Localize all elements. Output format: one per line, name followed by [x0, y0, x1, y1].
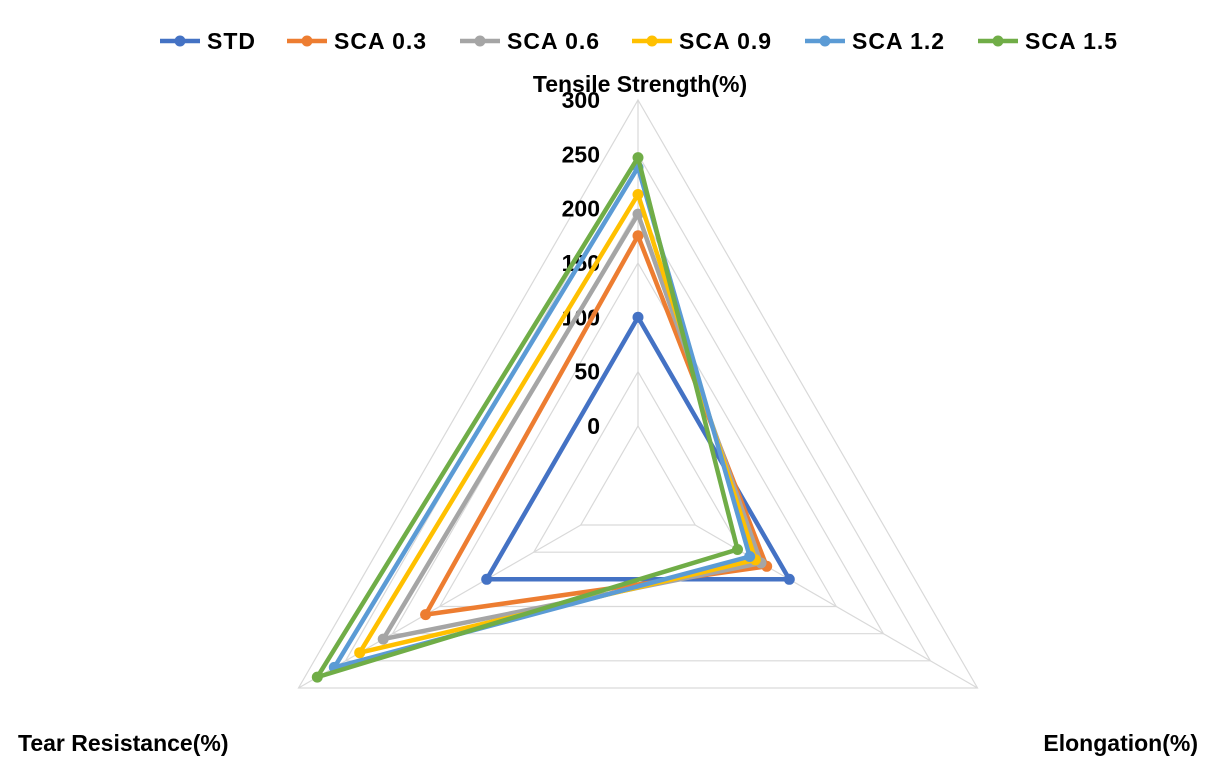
- data-point: [311, 671, 323, 683]
- grid-ring-0: [579, 424, 697, 526]
- data-point: [732, 544, 743, 555]
- legend-item-sca-0-9: SCA 0.9: [632, 28, 772, 54]
- data-point: [377, 633, 389, 645]
- tick-label: 200: [562, 196, 600, 222]
- legend-item-sca-1-2: SCA 1.2: [805, 28, 945, 54]
- legend-label: SCA 0.9: [679, 28, 772, 54]
- axis-label-elongation: Elongation(%): [1043, 730, 1198, 756]
- grid-ring-3: [438, 261, 838, 608]
- data-point: [632, 152, 644, 164]
- axis-spoke-2: [298, 524, 582, 689]
- legend-label: SCA 0.6: [507, 28, 600, 54]
- legend: STD SCA 0.3 SCA 0.6 SCA 0.9 SCA 1.2 SCA 1.5: [160, 28, 1118, 54]
- tick-label: 0: [587, 413, 600, 439]
- series-layer: [311, 152, 795, 683]
- tick-label: 50: [574, 359, 600, 385]
- legend-item-sca-0-6: SCA 0.6: [460, 28, 600, 54]
- series-line: [315, 155, 740, 680]
- legend-label: SCA 1.2: [852, 28, 945, 54]
- data-point: [420, 609, 432, 621]
- legend-swatch-marker: [474, 35, 486, 47]
- legend-swatch-marker: [819, 35, 831, 47]
- data-point: [632, 208, 644, 220]
- tick-label: 250: [562, 141, 600, 167]
- series-line: [357, 192, 758, 655]
- data-point: [354, 647, 366, 659]
- series-sca-1-5: [311, 152, 743, 683]
- radar-grid: [297, 98, 979, 689]
- tick-label: 300: [562, 87, 600, 113]
- data-point: [632, 311, 644, 323]
- legend-swatch-marker: [646, 35, 658, 47]
- data-point: [744, 551, 756, 562]
- legend-label: SCA 1.5: [1025, 28, 1118, 54]
- data-point: [632, 230, 644, 242]
- grid-ring-1: [532, 370, 744, 553]
- legend-swatch-marker: [992, 35, 1004, 47]
- legend-label: STD: [207, 28, 256, 54]
- grid-ring-6: [297, 98, 979, 689]
- data-point: [632, 189, 644, 200]
- legend-item-sca-0-3: SCA 0.3: [287, 28, 427, 54]
- data-point: [481, 573, 493, 585]
- legend-item-std: STD: [160, 28, 256, 54]
- axis-label-tear-resistance: Tear Resistance(%): [18, 730, 229, 756]
- legend-swatch-marker: [301, 35, 313, 47]
- legend-swatch-marker: [174, 35, 186, 47]
- data-point: [783, 573, 795, 585]
- series-line: [332, 165, 752, 670]
- axis-labels: Tensile Strength(%) Elongation(%) Tear Res…: [18, 71, 1198, 756]
- legend-label: SCA 0.3: [334, 28, 427, 54]
- axis-label-tensile-strength: Tensile Strength(%): [533, 71, 747, 97]
- legend-item-sca-1-5: SCA 1.5: [978, 28, 1118, 54]
